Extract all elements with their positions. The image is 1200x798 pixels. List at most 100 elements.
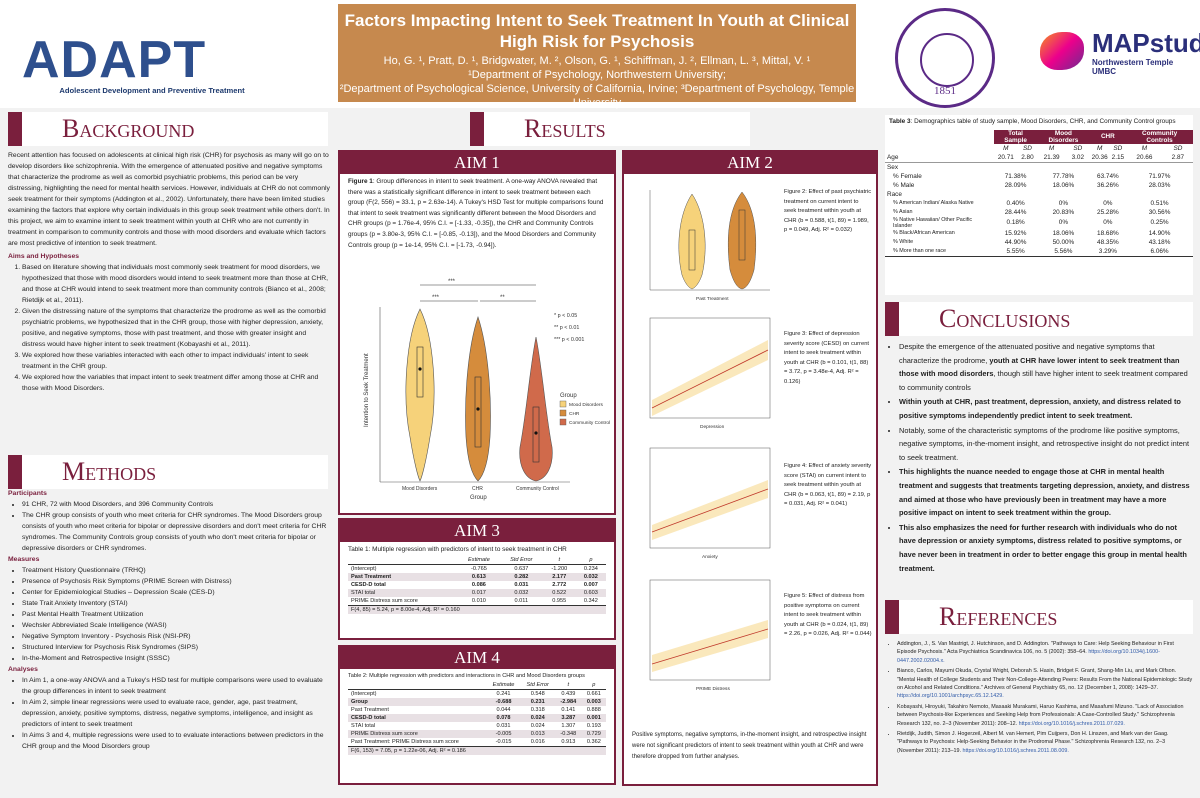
table-cell: 0.017 bbox=[457, 588, 500, 597]
table2-header-stderr: Std Error bbox=[520, 681, 555, 690]
dem-race-label: Race bbox=[887, 190, 902, 198]
table-cell: 0.18% bbox=[1006, 219, 1025, 227]
table-cell: 0.40% bbox=[1006, 199, 1025, 207]
conclusion-item: This highlights the nuance needed to eng… bbox=[899, 465, 1193, 519]
reference-link[interactable]: https://doi.org/10.1034/j.1600-0447.2002… bbox=[897, 649, 1160, 664]
table-cell: 0.231 bbox=[520, 698, 555, 706]
table-cell: 0% bbox=[1103, 199, 1113, 207]
table-cell: 0.25% bbox=[1150, 219, 1169, 227]
dem-subhead: M bbox=[1096, 144, 1103, 152]
table-cell: Group bbox=[348, 698, 487, 706]
fig2-box-no bbox=[688, 229, 696, 271]
table-cell: 3.287 bbox=[555, 714, 582, 722]
table-cell: 63.74% bbox=[1097, 172, 1119, 180]
table-row: (Intercept) 0.241 0.548 0.439 0.661 bbox=[348, 690, 606, 699]
legend-swatch-community bbox=[559, 418, 567, 426]
table-row: STAI total 0.031 0.024 1.307 0.193 bbox=[348, 722, 606, 730]
table-cell: 0.078 bbox=[486, 714, 521, 722]
table-cell: 0.282 bbox=[499, 572, 543, 581]
figure2-caption: Figure 2: Effect of past psychiatric tre… bbox=[784, 189, 872, 234]
table-cell: 0.661 bbox=[586, 691, 601, 697]
figure1-caption: Figure 1: Group differences in intent to… bbox=[340, 174, 614, 254]
table-row: F(6, 153) = 7.05, p = 1.22e-06, Adj. R² … bbox=[348, 746, 606, 755]
dem-header-community: Community Controls bbox=[1126, 129, 1193, 144]
reference-link[interactable]: https://doi.org/10.1016/j.schres.2011.07… bbox=[1018, 720, 1125, 727]
table-cell: 6.06% bbox=[1150, 247, 1169, 255]
table-cell: 0.032 bbox=[499, 588, 543, 597]
methods-text: Participants 91 CHR, 72 with Mood Disord… bbox=[8, 488, 330, 752]
aim1-title: AIM 1 bbox=[340, 152, 614, 174]
table-cell: (Intercept) bbox=[351, 565, 377, 572]
reference-text: Kobayashi, Hiroyuki, Takahiro Nemoto, Ma… bbox=[897, 703, 1184, 727]
analyses-heading: Analyses bbox=[8, 666, 38, 673]
table3-text: : Demographics table of study sample, Mo… bbox=[910, 118, 1176, 125]
seal-center-icon bbox=[920, 33, 974, 87]
aim4-panel: AIM 4 Table 2: Multiple regression with … bbox=[338, 645, 616, 785]
demographics-table-block: Table 3: Demographics table of study sam… bbox=[885, 115, 1193, 295]
table2-regression: Estimate Std Error t p (Intercept) 0.241 0… bbox=[348, 681, 606, 755]
section-heading-methods: Methods bbox=[8, 455, 328, 489]
measures-list: Treatment History Questionnaire (TRHQ) P… bbox=[8, 565, 330, 664]
author-list: Ho, G. ¹, Pratt, D. ¹, Bridgwater, M. ²,… bbox=[383, 55, 811, 67]
table-row: Past Treatment 0.044 0.318 0.141 0.888 bbox=[348, 706, 606, 714]
aims-heading: Aims and Hypotheses bbox=[8, 253, 80, 260]
participants-list: 91 CHR, 72 with Mood Disorders, and 396 … bbox=[8, 499, 330, 554]
table-cell: 0.044 bbox=[496, 707, 511, 713]
conclusion-item: This also emphasizes the need for furthe… bbox=[899, 521, 1193, 575]
table-cell: 0.729 bbox=[581, 730, 606, 738]
fig5-x-label: PRIME Distress bbox=[696, 686, 730, 692]
section-heading-conclusions: Conclusions bbox=[885, 302, 1193, 336]
table-cell: 50.00% bbox=[1052, 238, 1075, 246]
measure-item: Wechsler Abbreviated Scale Intelligence … bbox=[22, 620, 330, 631]
table-cell: 0.318 bbox=[530, 707, 545, 713]
table-cell: CESD-D total bbox=[348, 714, 487, 722]
table-row: Age 20.71 2.80 21.39 3.02 20.36 2.15 20.66 2… bbox=[885, 153, 1193, 163]
table-cell: 0.913 bbox=[561, 739, 576, 745]
table-cell: 21.39 bbox=[1043, 153, 1060, 161]
table-cell: 0.031 bbox=[514, 581, 529, 588]
dem-header-total: Total Sample bbox=[993, 129, 1038, 144]
table-cell: 18.06% bbox=[1052, 181, 1075, 189]
table-cell: 0% bbox=[1058, 199, 1069, 207]
section-heading-background: Background bbox=[8, 112, 328, 146]
table-cell: 5.55% bbox=[1006, 247, 1025, 255]
conclusions-text: Despite the emergence of the attenuated … bbox=[885, 340, 1193, 576]
references-text: Addington, J., S. Van Mastrigt, J. Hutch… bbox=[885, 640, 1193, 757]
aim1-sig-legend-1: * p < 0.05 bbox=[554, 313, 577, 319]
table-cell: -0.005 bbox=[486, 730, 521, 738]
reference-item: Bianco, Carlos, Mayumi Okuda, Crystal Wr… bbox=[897, 667, 1193, 701]
mean-mood-disorders bbox=[418, 367, 422, 371]
table-cell: 20.71 bbox=[997, 153, 1014, 161]
table-cell: % American Indian/ Alaska Native bbox=[893, 200, 974, 207]
table-cell: 0.439 bbox=[561, 691, 576, 697]
table-cell: 0.888 bbox=[586, 707, 601, 713]
table-cell: -0.015 bbox=[495, 739, 512, 745]
reference-link[interactable]: https://doi.org/10.1001/archpsyc.65.12.1… bbox=[897, 693, 1004, 700]
table-cell: 25.28% bbox=[1097, 208, 1119, 216]
mapstudy-logo: MAPstudy Northwestern Temple UMBC bbox=[1040, 28, 1200, 78]
dem-subhead: SD bbox=[1073, 144, 1083, 152]
reference-item: Addington, J., S. Van Mastrigt, J. Hutch… bbox=[897, 640, 1193, 665]
table-row: Past Treatment: PRIME Distress sum score… bbox=[348, 738, 606, 747]
violin-chr bbox=[465, 316, 491, 482]
measure-item: Center for Epidemiological Studies – Dep… bbox=[22, 587, 330, 598]
table-row: % White 44.90% 50.00% 48.35% 43.18% bbox=[885, 238, 1193, 247]
table-cell: 0.637 bbox=[514, 565, 529, 572]
table1-header-stderr: Std Error bbox=[499, 555, 543, 565]
table-cell: 0.007 bbox=[583, 581, 598, 588]
table-cell: 14.90% bbox=[1148, 229, 1171, 237]
table-cell: 0.086 bbox=[471, 581, 486, 588]
demographics-table: Total Sample Mood Disorders CHR Communit… bbox=[885, 129, 1193, 257]
table-cell: Past Treatment bbox=[351, 707, 389, 713]
dem-header-blank bbox=[885, 129, 994, 144]
reference-link[interactable]: https://doi.org/10.1016/j.schres.2011.08… bbox=[962, 747, 1069, 754]
conclusion-emphasis: This also emphasizes the need for furthe… bbox=[899, 522, 1187, 573]
figure4-caption: Figure 4: Effect of anxiety severity sco… bbox=[784, 463, 872, 508]
table-row: F(4, 85) = 5.24, p = 8.00e-4, Adj. R² = … bbox=[348, 604, 606, 614]
analyses-list: In Aim 1, a one-way ANOVA and a Tukey's … bbox=[8, 675, 330, 752]
table2-header-estimate: Estimate bbox=[486, 681, 521, 690]
legend-swatch-mood bbox=[559, 400, 567, 408]
aim1-sig-legend-3: *** p < 0.001 bbox=[554, 337, 584, 343]
fig3-ci-band bbox=[652, 340, 768, 416]
aim-item: Given the distressing nature of the symp… bbox=[22, 306, 330, 350]
